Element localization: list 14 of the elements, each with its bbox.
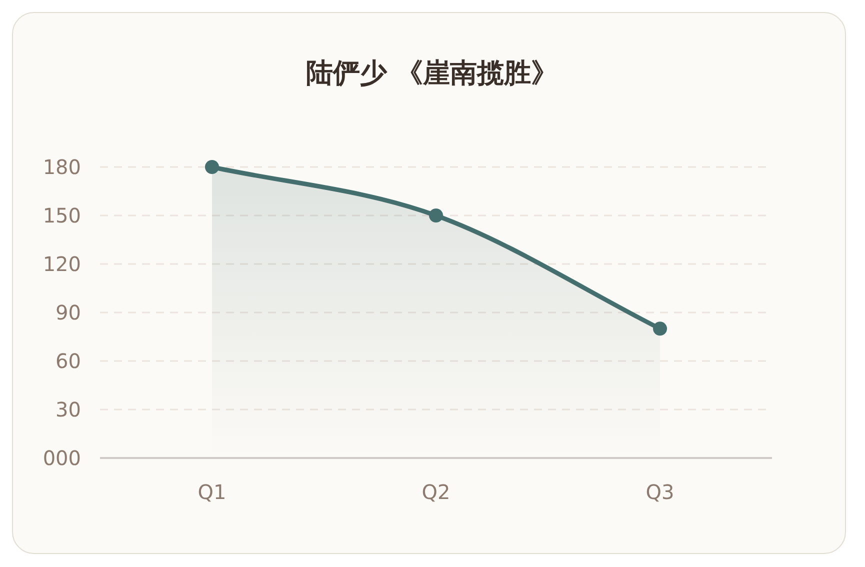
point: [429, 208, 443, 222]
y-tick-label: 90: [56, 300, 81, 324]
y-tick-label: 000: [42, 446, 81, 470]
y-tick-label: 30: [56, 398, 81, 422]
x-tick-label: Q2: [422, 480, 450, 504]
y-tick-label: 120: [42, 252, 81, 276]
y-tick-label: 180: [42, 155, 81, 179]
y-tick-label: 60: [56, 349, 81, 373]
point: [205, 160, 219, 174]
chart-title: 陆俨少 《崖南揽胜》: [306, 58, 558, 89]
y-tick-label: 150: [42, 204, 81, 228]
x-tick-label: Q3: [646, 480, 674, 504]
point: [653, 322, 667, 336]
x-tick-label: Q1: [198, 480, 226, 504]
